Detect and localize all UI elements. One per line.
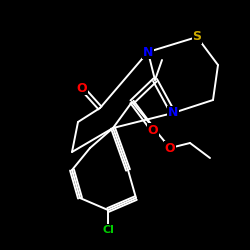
Text: N: N [143, 46, 153, 59]
Text: O: O [165, 142, 175, 154]
Text: O: O [77, 82, 87, 94]
Text: Cl: Cl [102, 225, 114, 235]
Text: N: N [168, 106, 178, 120]
Text: S: S [192, 30, 202, 44]
Text: O: O [148, 124, 158, 136]
